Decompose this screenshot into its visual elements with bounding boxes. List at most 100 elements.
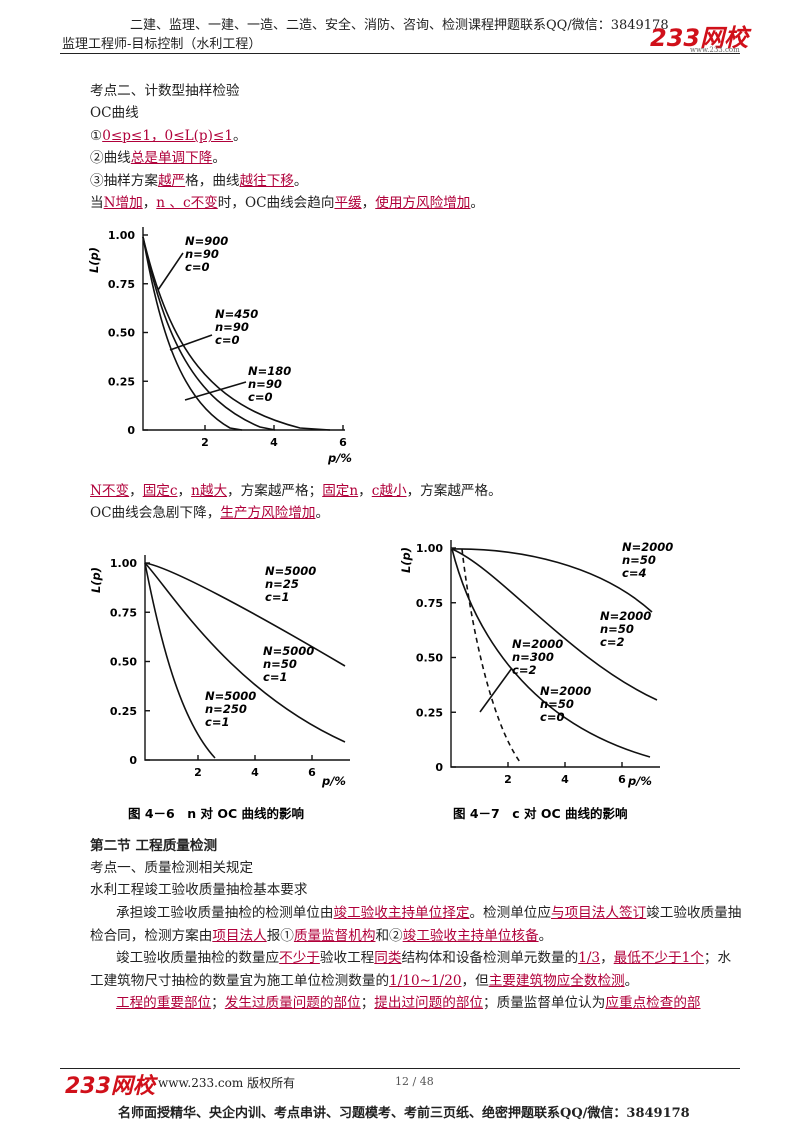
curve — [451, 548, 651, 758]
text-run: 。检测单位应 — [469, 905, 551, 921]
curve-dashed — [461, 548, 521, 763]
curve-label: N=2000 — [600, 609, 651, 623]
emphasis: 越往下移 — [239, 173, 294, 189]
y-axis-label: L(p) — [399, 547, 413, 573]
header-subject: 监理工程师-目标控制（水利工程） — [62, 37, 262, 52]
emphasis: 发生过质量问题的部位 — [224, 995, 361, 1011]
text-run: 当 — [90, 195, 104, 211]
curve-label: N=2000 — [622, 540, 673, 554]
logo: 233网校 — [650, 24, 749, 52]
curve-label: N=450 — [215, 307, 258, 321]
paragraph: ②曲线总是单调下降。 — [90, 147, 742, 170]
site: www.233.com — [690, 46, 740, 54]
curve-label: n=50 — [263, 657, 297, 671]
footer-ads: 名师面授精华、央企内训、考点串讲、习题模考、考前三页纸、绝密押题联系QQ/微信：… — [118, 1106, 690, 1121]
footer-logo: 233网校 — [65, 1074, 155, 1099]
text-run: 。 — [538, 927, 553, 944]
y-axis-label: L(p) — [87, 247, 101, 273]
footer-copyright: www.233.com 版权所有 — [158, 1076, 296, 1090]
text-run: ， — [177, 483, 192, 499]
paragraph: N不变，固定c，n越大，方案越严格；固定n，c越小，方案越严格。 — [90, 480, 742, 503]
emphasis: 竣工验收主持单位核备 — [402, 927, 539, 944]
y-tick-label: 0 — [129, 754, 137, 767]
paragraph: 第二节 工程质量检测 — [90, 835, 742, 858]
text-run: 考点二、计数型抽样检验 — [90, 83, 240, 99]
curve-label: N=2000 — [512, 637, 563, 651]
x-tick-label: 2 — [194, 766, 202, 779]
curve — [144, 562, 346, 667]
emphasis: 主要建筑物应全数检测 — [488, 972, 625, 989]
curve — [144, 562, 346, 743]
emphasis: 竣工验收主持单位择定 — [333, 905, 470, 921]
curve-label: c=0 — [185, 260, 209, 274]
emphasis: 应重点检查的部 — [605, 995, 701, 1011]
emphasis: N不变 — [90, 483, 130, 499]
text-run: 水利工程竣工验收质量抽检基本要求 — [90, 882, 308, 898]
curve — [451, 548, 653, 613]
emphasis: 同类 — [374, 950, 402, 966]
y-tick-label: 1.00 — [416, 542, 443, 555]
text-run: ，但 — [461, 972, 489, 989]
emphasis: 工程的重要部位 — [116, 995, 212, 1011]
paragraph: 考点一、质量检测相关规定 — [90, 857, 742, 880]
text-run: 结构体和设备检测单元数量的 — [401, 950, 579, 966]
text-run: 和② — [375, 927, 403, 944]
text-run: 承担竣工验收质量抽检的检测单位由 — [116, 905, 334, 921]
x-axis-label: p/% — [321, 774, 346, 788]
text-run: ；水工建筑物尺寸抽检的数量宜为施工单位检测数量的 — [90, 950, 732, 989]
curve-label: n=90 — [185, 247, 219, 261]
y-tick-label: 0 — [435, 761, 443, 774]
x-tick-label: 4 — [561, 773, 569, 786]
text-run: ， — [600, 950, 614, 966]
text-run: ②曲线 — [90, 150, 131, 166]
text-run: 。 — [232, 128, 247, 144]
text-run: 。 — [293, 173, 308, 189]
emphasis: 项目法人 — [212, 927, 267, 944]
text-run: 竣工验收质量抽检的数量应 — [116, 950, 280, 966]
emphasis: 越严 — [157, 173, 186, 189]
x-tick-label: 6 — [618, 773, 626, 786]
curve-label: c=2 — [512, 663, 536, 677]
x-tick-label: 2 — [201, 436, 209, 449]
header-ads: 二建、监理、一建、一造、二造、安全、消防、咨询、检测课程押题联系QQ/微信：38… — [130, 18, 669, 33]
curve-label: n=90 — [248, 377, 282, 391]
curve-label: n=50 — [600, 622, 634, 636]
emphasis: 1/3 — [578, 950, 601, 966]
paragraph: OC曲线 — [90, 102, 742, 125]
y-tick-label: 1.00 — [108, 229, 135, 242]
text-run: 验收工程 — [319, 950, 375, 966]
text-run: 考点一、质量检测相关规定 — [90, 860, 254, 876]
emphasis: 0≤p≤1，0≤L(p)≤1 — [102, 128, 233, 144]
curve — [142, 236, 331, 431]
x-axis-label: p/% — [627, 774, 652, 788]
y-tick-label: 0.75 — [416, 597, 443, 610]
y-tick-label: 0.25 — [108, 375, 135, 388]
curve — [144, 562, 216, 759]
curve-label: n=25 — [265, 577, 299, 591]
emphasis: n 、c不变 — [156, 195, 218, 211]
text-run: 。 — [315, 505, 330, 521]
curve-label: N=5000 — [205, 689, 256, 703]
paragraph: OC曲线会急剧下降，生产方风险增加。 — [90, 502, 742, 525]
y-tick-label: 0.75 — [108, 278, 135, 291]
curve-label: N=5000 — [265, 564, 316, 578]
curve-label: c=0 — [540, 710, 564, 724]
paragraph: 考点二、计数型抽样检验 — [90, 80, 742, 103]
text-run: OC曲线会急剧下降， — [90, 505, 221, 521]
x-tick-label: 6 — [339, 436, 347, 449]
text-run: 格，曲线 — [185, 173, 240, 189]
x-tick-label: 2 — [504, 773, 512, 786]
paragraph: 承担竣工验收质量抽检的检测单位由竣工验收主持单位择定。检测单位应与项目法人签订竣… — [90, 902, 742, 947]
y-axis-label: L(p) — [89, 567, 103, 593]
paragraph: ③抽样方案越严格，曲线越往下移。 — [90, 170, 742, 193]
text-run: ，方案越严格。 — [406, 483, 502, 499]
curve-label: N=2000 — [540, 684, 591, 698]
y-tick-label: 0 — [127, 424, 135, 437]
text-run: ， — [358, 483, 372, 499]
curve-label: n=300 — [512, 650, 554, 664]
text-run: 竣工验收质量抽检合同，检测方案由 — [90, 905, 742, 944]
emphasis: 质量监督机构 — [293, 927, 376, 944]
curve-label: c=1 — [265, 590, 289, 604]
leader — [169, 334, 213, 351]
